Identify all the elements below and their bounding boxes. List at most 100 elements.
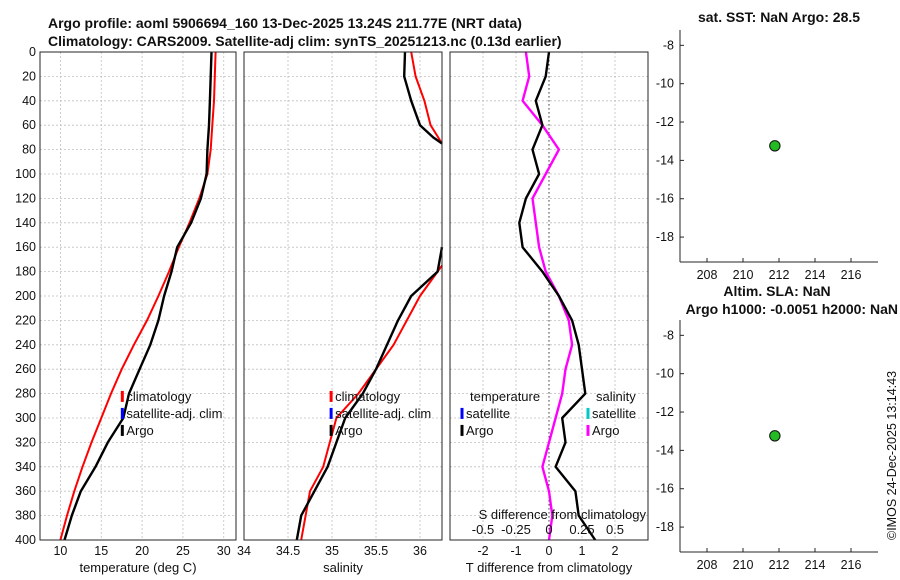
climatology-line	[410, 51, 443, 145]
depth-tick-label: 280	[15, 387, 36, 401]
x-tick-label: 36	[413, 544, 427, 558]
lat-tick-label: -16	[656, 482, 674, 496]
depth-tick-label: 200	[15, 289, 36, 303]
depth-tick-label: 400	[15, 533, 36, 547]
argo-location-marker	[769, 140, 781, 152]
lon-tick-label: 216	[841, 558, 862, 572]
depth-tick-label: 380	[15, 509, 36, 523]
lon-tick-label: 212	[769, 558, 790, 572]
lon-tick-label: 208	[697, 558, 718, 572]
figure-title-line2: Climatology: CARS2009. Satellite-adj cli…	[48, 33, 562, 49]
x-tick-label: 1	[579, 544, 586, 558]
depth-tick-label: 40	[22, 94, 36, 108]
depth-tick-label: 260	[15, 362, 36, 376]
s-tick-label: -0.5	[472, 522, 494, 537]
panel-frame	[449, 51, 649, 541]
x-tick-label: 35.5	[364, 544, 388, 558]
legend-title-temperature: temperature	[470, 389, 540, 404]
depth-tick-label: 360	[15, 484, 36, 498]
temperature-panel: 0 20 40 60 80 100 120 140 160 180 200 220 240 260 280 3…	[15, 45, 237, 575]
x-tick-label: 2	[612, 544, 619, 558]
imos-timestamp: ©IMOS 24-Dec-2025 13:14:43	[885, 371, 899, 540]
depth-tick-label: 60	[22, 118, 36, 132]
panel-frame	[243, 51, 443, 541]
lat-tick-label: -8	[663, 38, 674, 52]
figure-title-line1: Argo profile: aoml 5906694_160 13-Dec-20…	[48, 15, 522, 31]
depth-tick-label: 140	[15, 216, 36, 230]
s-tick-label: 0.25	[569, 522, 594, 537]
depth-tick-label: 300	[15, 411, 36, 425]
t-difference-line	[518, 51, 597, 541]
lat-tick-label: -12	[656, 405, 674, 419]
depth-tick-label: 0	[29, 45, 36, 59]
depth-tick-label: 100	[15, 167, 36, 181]
legend-item-label: Argo	[335, 423, 362, 438]
s-tick-label: 0.5	[606, 522, 624, 537]
legend-item-label: Argo	[466, 423, 493, 438]
sla-map-panel: -8 -10 -12 -14 -16 -18 208 210 212 214 216 Altim. S…	[656, 283, 898, 572]
x-tick-label: 25	[176, 544, 190, 558]
x-axis-label: T difference from climatology	[466, 560, 633, 575]
x-tick-label: -1	[510, 544, 521, 558]
x-tick-label: -2	[477, 544, 488, 558]
argo-line	[63, 51, 213, 541]
lat-tick-label: -16	[656, 192, 674, 206]
lon-tick-label: 214	[805, 558, 826, 572]
legend-item-label: Argo	[592, 423, 619, 438]
depth-tick-label: 220	[15, 313, 36, 327]
depth-tick-label: 160	[15, 240, 36, 254]
legend-item-label: satellite-adj. clim	[126, 406, 222, 421]
panel-frame	[39, 51, 237, 541]
legend-item-label: climatology	[126, 389, 192, 404]
sst-map-panel: -8 -10 -12 -14 -16 -18 208 210 212 214 216 sat. SST…	[656, 9, 878, 282]
lat-tick-label: -10	[656, 367, 674, 381]
lon-tick-label: 208	[697, 268, 718, 282]
depth-tick-label: 20	[22, 69, 36, 83]
x-axis-label: salinity	[323, 560, 363, 575]
depth-tick-label: 320	[15, 435, 36, 449]
x-tick-label: 30	[217, 544, 231, 558]
x-tick-label: 35	[325, 544, 339, 558]
depth-tick-label: 80	[22, 143, 36, 157]
depth-tick-label: 340	[15, 460, 36, 474]
legend-item-label: satellite	[466, 406, 510, 421]
legend-title-salinity: salinity	[596, 389, 636, 404]
x-tick-label: 34	[237, 544, 251, 558]
lat-tick-label: -18	[656, 230, 674, 244]
depth-tick-label: 120	[15, 191, 36, 205]
legend-item-label: satellite	[592, 406, 636, 421]
lat-tick-label: -18	[656, 520, 674, 534]
lon-tick-label: 212	[769, 268, 790, 282]
climatology-line	[59, 51, 217, 541]
argo-location-marker	[769, 430, 781, 442]
x-axis-label: temperature (deg C)	[79, 560, 196, 575]
s-tick-label: 0	[545, 522, 552, 537]
sla-map-title: Altim. SLA: NaN	[723, 283, 830, 299]
lat-tick-label: -10	[656, 77, 674, 91]
lat-tick-label: -8	[663, 328, 674, 342]
legend-item-label: Argo	[126, 423, 153, 438]
x-tick-label: 34.5	[276, 544, 300, 558]
lon-tick-label: 214	[805, 268, 826, 282]
x-tick-label: 15	[94, 544, 108, 558]
s-tick-label: -0.25	[501, 522, 531, 537]
difference-panel: -2 -1 0 1 2 T difference from climatology S di…	[449, 51, 649, 575]
depth-tick-label: 240	[15, 338, 36, 352]
legend-item-label: climatology	[335, 389, 401, 404]
x-tick-label: 10	[53, 544, 67, 558]
x-tick-label: 0	[546, 544, 553, 558]
lat-tick-label: -14	[656, 153, 674, 167]
depth-tick-label: 180	[15, 265, 36, 279]
lon-tick-label: 210	[733, 558, 754, 572]
legend-item-label: satellite-adj. clim	[335, 406, 431, 421]
s-axis-label: S difference from climatology	[479, 507, 647, 522]
lat-tick-label: -14	[656, 443, 674, 457]
lat-tick-label: -12	[656, 115, 674, 129]
argo-line	[403, 51, 443, 145]
sla-map-subtitle: Argo h1000: -0.0051 h2000: NaN	[686, 301, 898, 317]
climatology-line	[300, 264, 443, 541]
x-tick-label: 20	[135, 544, 149, 558]
lon-tick-label: 216	[841, 268, 862, 282]
lon-tick-label: 210	[733, 268, 754, 282]
